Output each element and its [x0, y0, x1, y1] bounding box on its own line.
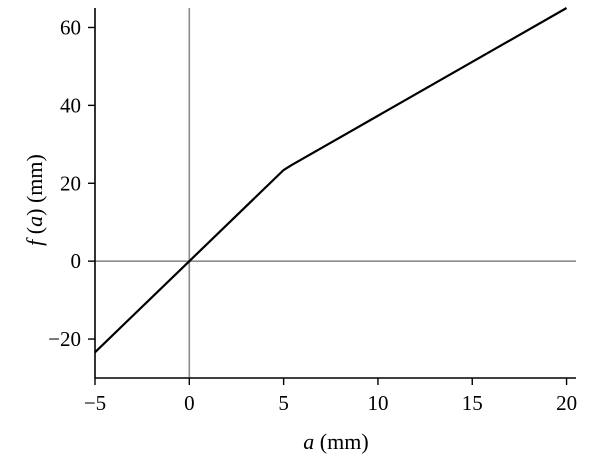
y-tick-label: −20	[48, 327, 81, 351]
x-tick-label: 20	[556, 391, 577, 415]
y-ticks: −20 0 20 40 60	[48, 15, 95, 351]
x-axis-label: a (mm)	[303, 429, 368, 454]
reference-lines	[95, 8, 576, 378]
x-tick-label: 15	[462, 391, 483, 415]
x-tick-label: −5	[84, 391, 106, 415]
y-tick-label: 60	[60, 15, 81, 39]
x-tick-label: 0	[184, 391, 195, 415]
series-layer	[94, 7, 568, 354]
y-tick-label: 40	[60, 93, 81, 117]
axes: −5 0 5 10 15 20 −20 0 20 40 60	[48, 8, 577, 415]
x-ticks: −5 0 5 10 15 20	[84, 378, 577, 415]
x-axis-label-unit: (mm)	[314, 429, 368, 454]
y-axis-label-var: f	[22, 237, 47, 246]
series-line	[94, 7, 568, 354]
x-tick-label: 5	[278, 391, 289, 415]
y-axis-label-open: (	[22, 227, 47, 240]
y-tick-label: 20	[60, 171, 81, 195]
y-axis-label-close: ) (mm)	[22, 154, 47, 216]
y-tick-label: 0	[71, 249, 82, 273]
y-axis-label: f (a) (mm)	[22, 154, 47, 246]
x-tick-label: 10	[367, 391, 388, 415]
x-axis-label-var: a	[303, 429, 314, 454]
y-axis-label-arg: a	[22, 216, 47, 227]
